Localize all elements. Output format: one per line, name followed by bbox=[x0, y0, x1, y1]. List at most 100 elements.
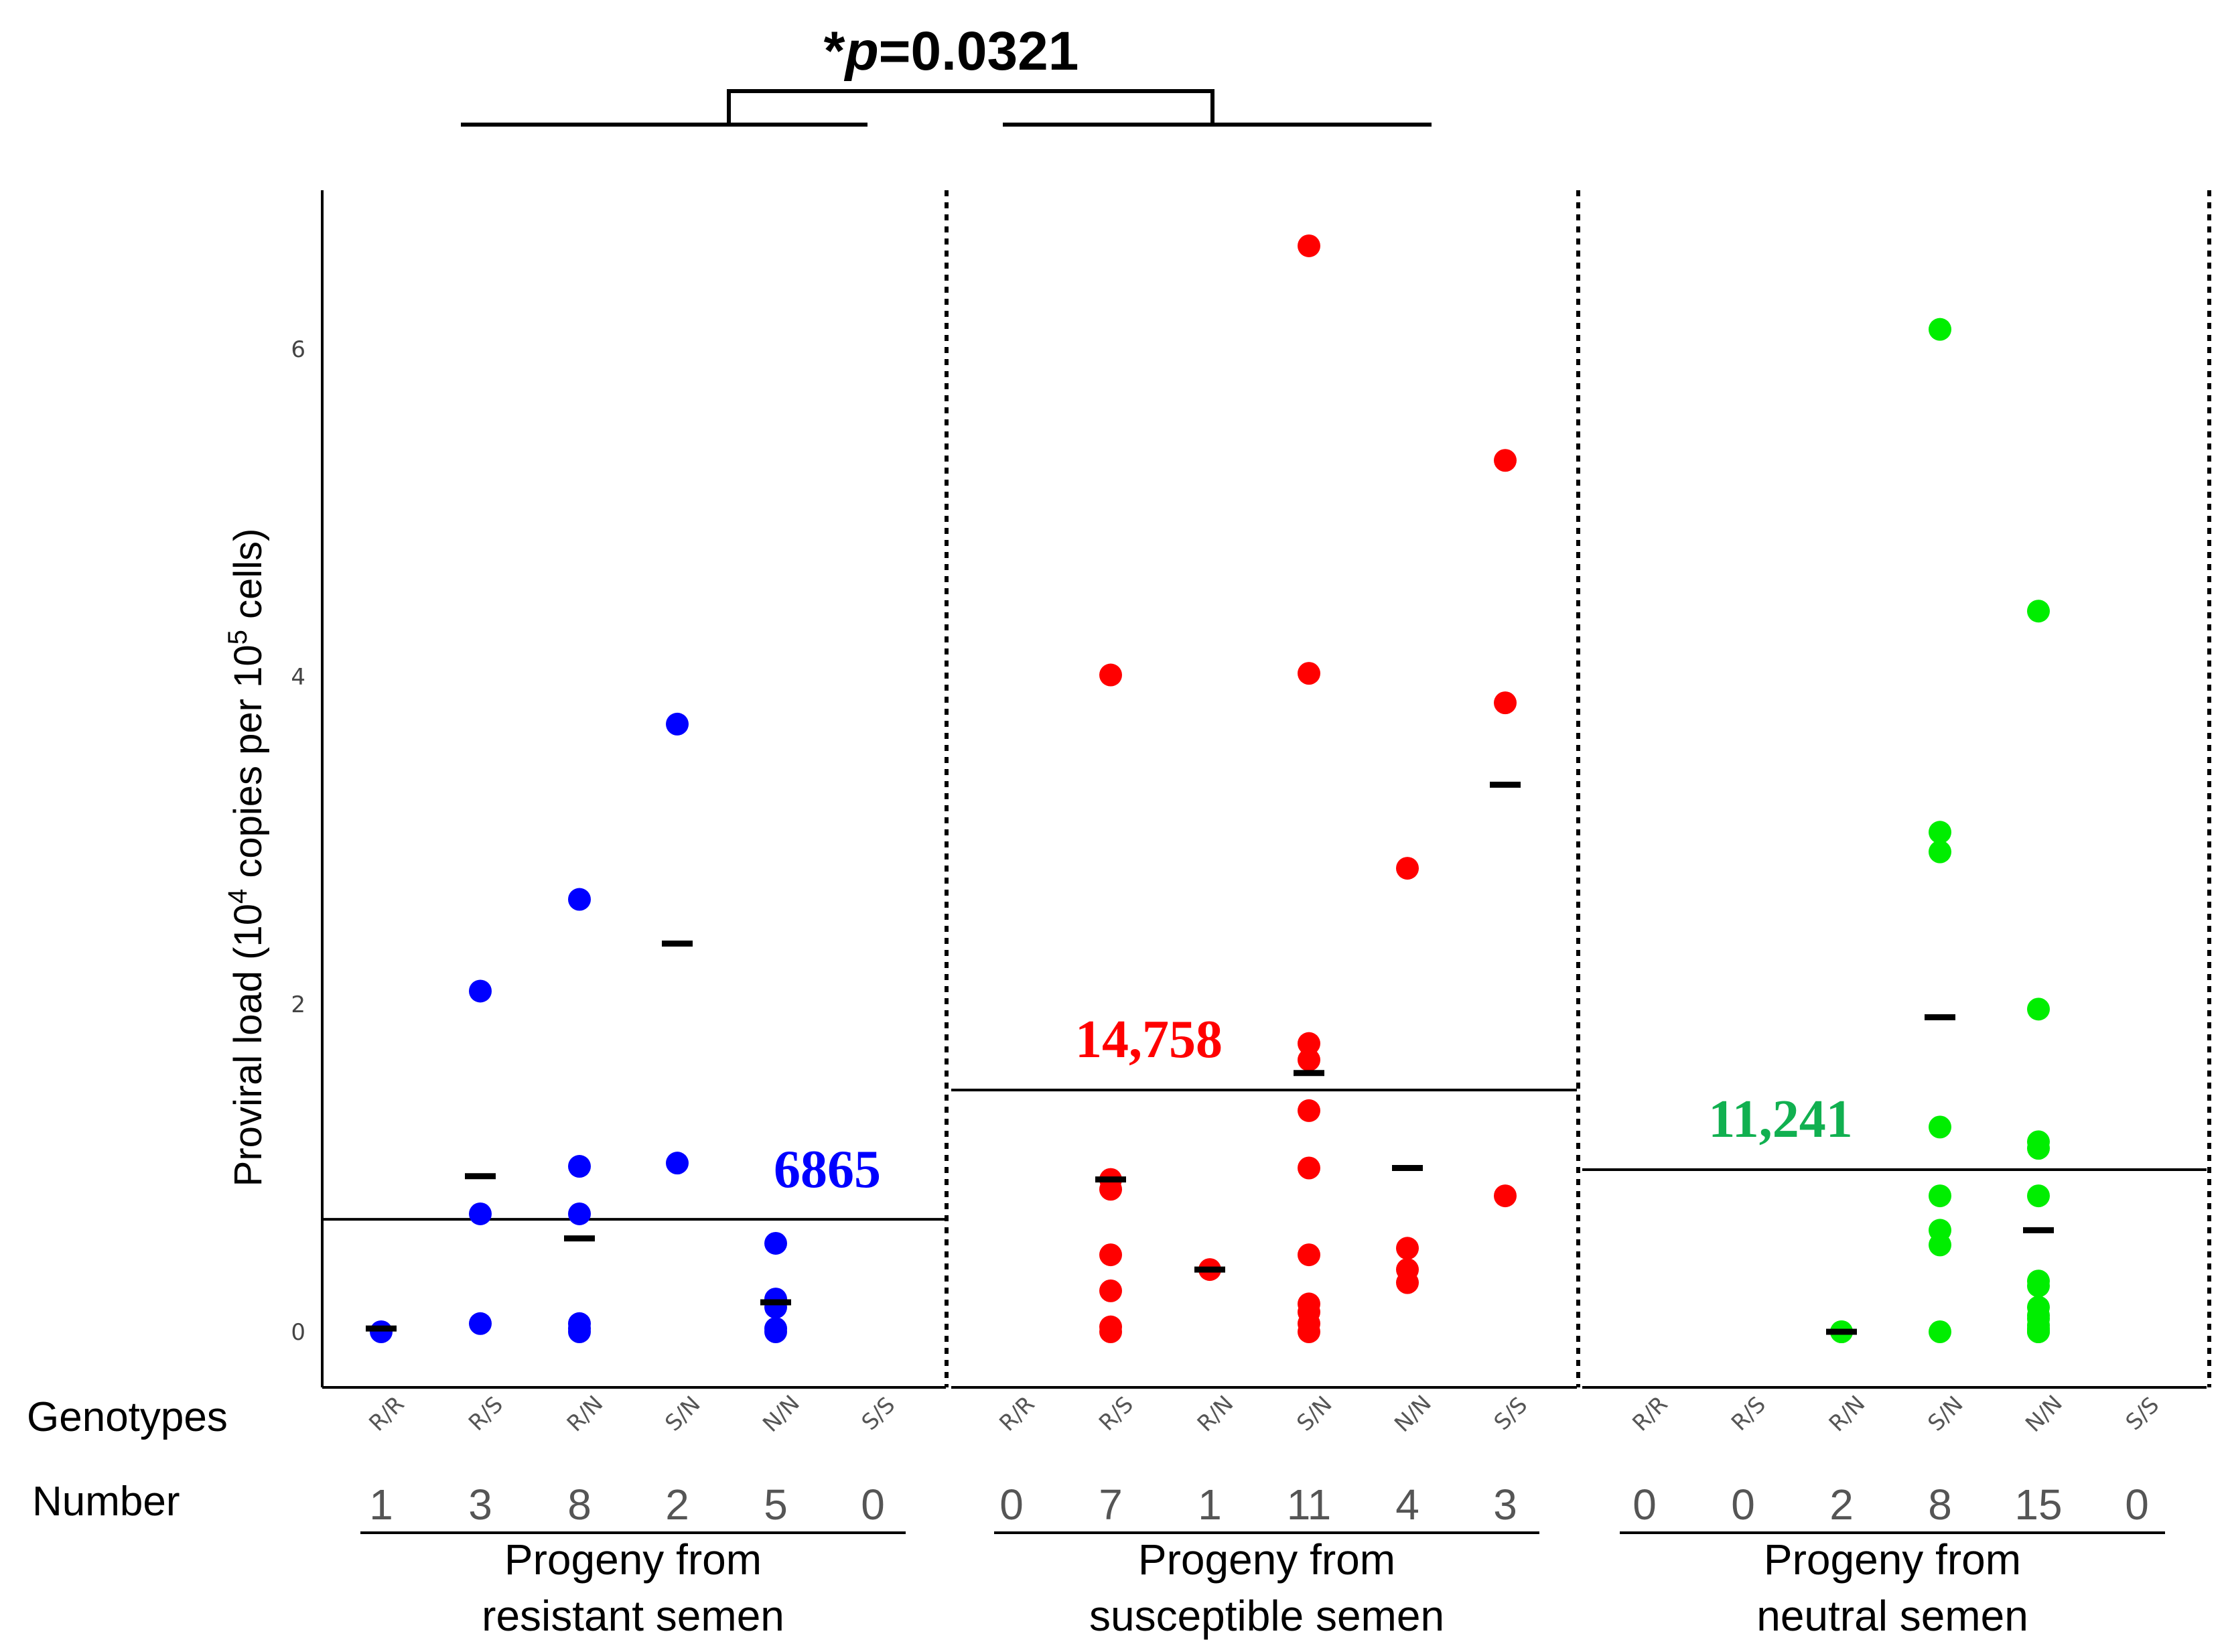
data-point bbox=[2027, 997, 2050, 1021]
data-point bbox=[2027, 1184, 2050, 1208]
data-point bbox=[1494, 449, 1517, 472]
genotype-label: N/N bbox=[1389, 1390, 1436, 1437]
data-point bbox=[764, 1320, 787, 1343]
data-point bbox=[469, 1312, 492, 1335]
genotype-label: R/N bbox=[1823, 1390, 1870, 1436]
mean-label-neutral: 11,241 bbox=[1708, 1090, 1853, 1149]
data-point bbox=[568, 1155, 591, 1178]
sample-count: 5 bbox=[764, 1481, 788, 1529]
group-label-line2: resistant semen bbox=[482, 1592, 784, 1640]
data-point bbox=[1099, 1279, 1122, 1302]
panel-resistant: 6865 R/R 1 R/S 3 R/N 8 S/N 2 N/N 5 S/S 0 Progeny from… bbox=[322, 712, 946, 1640]
data-point bbox=[1929, 1115, 1951, 1139]
data-point bbox=[370, 1320, 393, 1343]
genotype-label: N/N bbox=[758, 1390, 805, 1437]
sample-count: 0 bbox=[1632, 1481, 1657, 1529]
data-point bbox=[1929, 318, 1951, 341]
data-point bbox=[1298, 234, 1320, 257]
data-point bbox=[2027, 1320, 2050, 1343]
data-point bbox=[1099, 663, 1122, 687]
data-point bbox=[666, 1152, 689, 1175]
genotype-label: R/R bbox=[1627, 1391, 1673, 1436]
data-point bbox=[1298, 662, 1320, 685]
data-point bbox=[568, 888, 591, 911]
data-point bbox=[1396, 1271, 1419, 1294]
data-point bbox=[1929, 840, 1951, 864]
significance-bracket bbox=[461, 89, 1432, 127]
data-point bbox=[2027, 1274, 2050, 1298]
sample-count: 4 bbox=[1395, 1481, 1419, 1529]
chart-marks: 6865 R/R 1 R/S 3 R/N 8 S/N 2 N/N 5 S/S 0 Progeny from… bbox=[322, 234, 2207, 1640]
sample-count: 0 bbox=[2125, 1481, 2149, 1529]
genotype-label: N/N bbox=[2020, 1390, 2067, 1437]
genotype-label: S/S bbox=[856, 1391, 900, 1435]
genotype-label: R/N bbox=[1192, 1390, 1238, 1436]
group-label-line2: susceptible semen bbox=[1089, 1592, 1444, 1640]
sample-count: 1 bbox=[369, 1481, 393, 1529]
y-tick-label: 4 bbox=[291, 664, 305, 691]
genotype-label: R/N bbox=[561, 1390, 608, 1436]
data-point bbox=[2027, 600, 2050, 623]
genotype-label: R/S bbox=[1726, 1391, 1770, 1436]
data-point bbox=[568, 1202, 591, 1225]
data-point bbox=[1099, 1320, 1122, 1343]
genotype-label: S/S bbox=[2120, 1391, 2164, 1435]
mean-label-susceptible: 14,758 bbox=[1075, 1010, 1223, 1069]
genotype-label: R/R bbox=[994, 1391, 1040, 1436]
data-point bbox=[1929, 1184, 1951, 1208]
data-point bbox=[1929, 1320, 1951, 1343]
data-point bbox=[1298, 1156, 1320, 1180]
data-point bbox=[1494, 691, 1517, 715]
number-row-label: Number bbox=[32, 1478, 180, 1525]
data-point bbox=[1298, 1032, 1320, 1055]
sample-count: 3 bbox=[1493, 1481, 1517, 1529]
genotype-label: S/N bbox=[1923, 1391, 1968, 1436]
data-point bbox=[469, 979, 492, 1003]
sample-count: 0 bbox=[1731, 1481, 1755, 1529]
sample-count: 11 bbox=[1287, 1481, 1331, 1529]
y-axis-label: Proviral load (104 copies per 105 cells) bbox=[223, 529, 270, 1187]
panel-susceptible: 14,758 R/R 0 R/S 7 R/N 1 S/N 11 N/N 4 S/S 3 Progeny f… bbox=[951, 234, 1577, 1640]
genotype-label: S/N bbox=[660, 1391, 705, 1436]
sample-count: 7 bbox=[1099, 1481, 1123, 1529]
data-point bbox=[568, 1320, 591, 1343]
y-tick-labels: 0 2 4 6 bbox=[291, 336, 305, 1346]
genotype-label: S/S bbox=[1488, 1391, 1532, 1435]
data-point bbox=[1298, 1320, 1320, 1343]
panel-separators bbox=[945, 190, 2211, 1387]
data-point bbox=[1929, 1233, 1951, 1257]
sample-count: 2 bbox=[665, 1481, 689, 1529]
data-point bbox=[666, 712, 689, 736]
group-label-line2: neutral semen bbox=[1756, 1592, 2028, 1640]
genotypes-row-label: Genotypes bbox=[27, 1394, 228, 1440]
group-label-line1: Progeny from bbox=[504, 1535, 762, 1584]
y-tick-label: 0 bbox=[291, 1319, 305, 1346]
data-point bbox=[1396, 1237, 1419, 1260]
data-point bbox=[764, 1231, 787, 1255]
sample-count: 8 bbox=[567, 1481, 592, 1529]
sample-count: 8 bbox=[1928, 1481, 1952, 1529]
sample-count: 0 bbox=[861, 1481, 885, 1529]
y-tick-label: 6 bbox=[291, 336, 305, 363]
data-point bbox=[1396, 857, 1419, 880]
bracket-connector bbox=[727, 89, 1214, 125]
data-point bbox=[2027, 1137, 2050, 1160]
group-label-line1: Progeny from bbox=[1138, 1535, 1395, 1584]
mean-label-resistant: 6865 bbox=[774, 1140, 881, 1199]
data-point bbox=[1298, 1048, 1320, 1072]
y-tick-label: 2 bbox=[291, 991, 305, 1018]
genotype-label: R/S bbox=[1094, 1391, 1138, 1436]
genotype-label: S/N bbox=[1292, 1391, 1337, 1436]
data-point bbox=[1298, 1243, 1320, 1267]
sample-count: 3 bbox=[468, 1481, 492, 1529]
sample-count: 0 bbox=[999, 1481, 1024, 1529]
sample-count: 2 bbox=[1829, 1481, 1854, 1529]
sample-count: 15 bbox=[2014, 1481, 2062, 1529]
genotype-label: R/S bbox=[464, 1391, 508, 1436]
genotype-label: R/R bbox=[364, 1391, 409, 1436]
data-point bbox=[1929, 821, 1951, 844]
data-point bbox=[1099, 1243, 1122, 1267]
data-point bbox=[1298, 1099, 1320, 1122]
